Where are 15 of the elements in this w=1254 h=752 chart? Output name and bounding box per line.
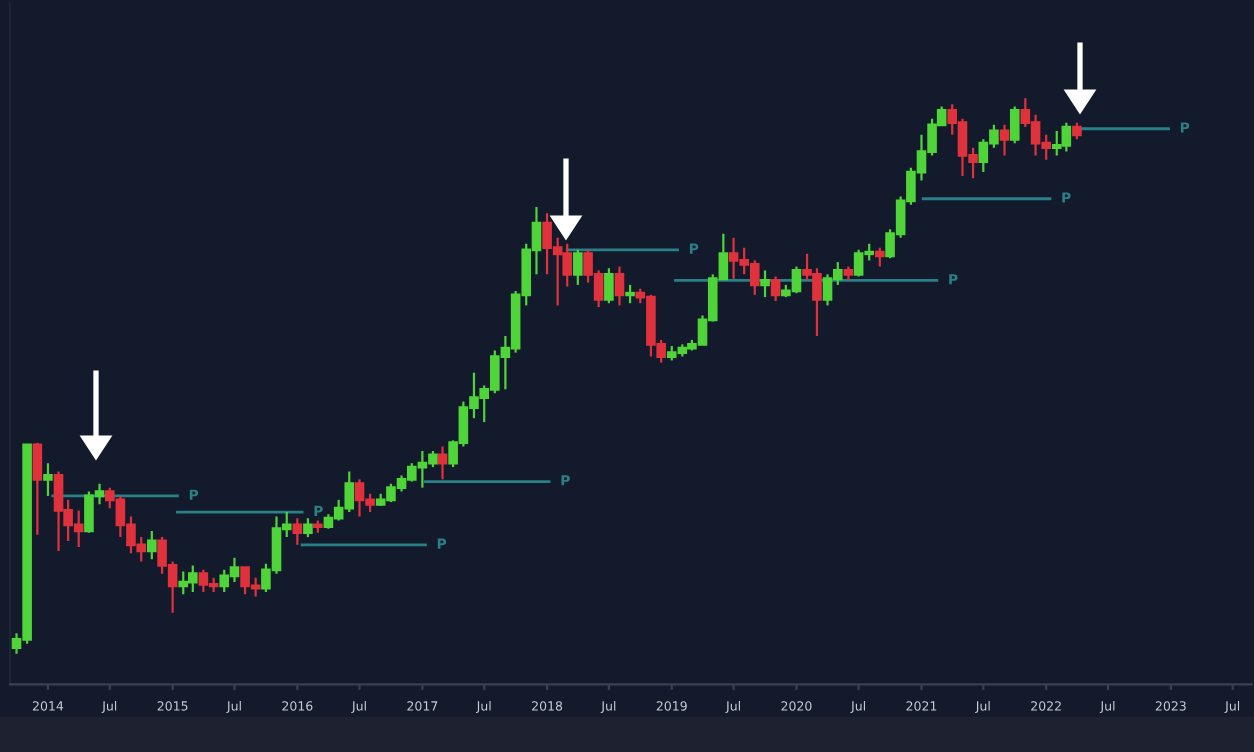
candlestick <box>147 529 157 561</box>
candlestick <box>437 445 448 481</box>
candlestick <box>875 246 885 268</box>
candlestick <box>770 275 781 303</box>
candlestick <box>1009 105 1020 145</box>
candlestick <box>604 267 614 305</box>
candlestick <box>614 265 625 307</box>
candlestick <box>292 517 303 546</box>
candlestick <box>760 269 770 299</box>
candlestick <box>999 123 1010 157</box>
candlestick <box>43 462 53 498</box>
candlestick <box>573 248 583 286</box>
candlestick <box>32 441 43 536</box>
candlestick <box>303 517 313 539</box>
candlestick <box>625 283 635 305</box>
